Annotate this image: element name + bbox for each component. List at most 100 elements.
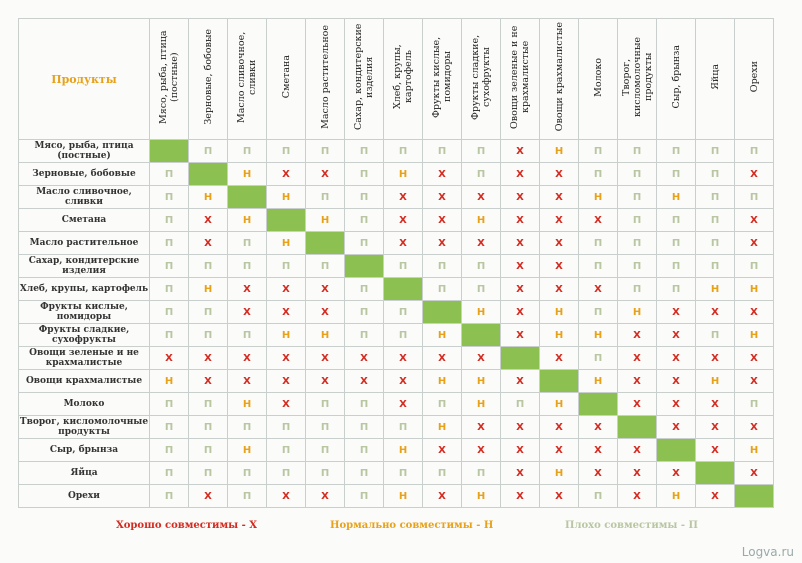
diagonal-cell <box>149 139 189 163</box>
compatibility-cell: X <box>617 346 657 370</box>
compatibility-cell: П <box>188 254 228 278</box>
table-row: Орехи П X П X X П Н X Н X X П X Н X <box>18 484 774 508</box>
column-header: Овощи зеленые и не крахмалистые <box>500 18 540 140</box>
compatibility-cell: X <box>266 484 306 508</box>
compatibility-cell: X <box>383 185 423 209</box>
compatibility-cell: П <box>266 139 306 163</box>
compatibility-cell: П <box>383 461 423 485</box>
column-header: Мясо, рыба, птица (постные) <box>149 18 189 140</box>
legend-normal: Нормально совместимы - Н <box>330 520 494 531</box>
compatibility-cell: X <box>344 346 384 370</box>
compatibility-cell: X <box>188 484 228 508</box>
compatibility-cell: П <box>305 185 345 209</box>
column-header-label: Орехи <box>748 61 760 93</box>
compatibility-cell: П <box>617 208 657 232</box>
compatibility-cell: П <box>305 461 345 485</box>
compatibility-cell: X <box>617 323 657 347</box>
column-header-label: Сметана <box>280 55 292 99</box>
compatibility-cell: X <box>422 438 462 462</box>
compatibility-cell: X <box>734 369 774 393</box>
compatibility-cell: X <box>188 369 228 393</box>
row-header: Сахар, кондитерские изделия <box>18 254 150 278</box>
column-header: Фрукты кислые, помидоры <box>422 18 462 140</box>
column-header: Сметана <box>266 18 306 140</box>
compatibility-cell: П <box>149 438 189 462</box>
compatibility-cell: X <box>734 415 774 439</box>
compatibility-cell: П <box>734 139 774 163</box>
compatibility-cell: X <box>617 484 657 508</box>
compatibility-cell: П <box>578 346 618 370</box>
compatibility-cell: X <box>539 277 579 301</box>
compatibility-cell: Н <box>617 300 657 324</box>
compatibility-cell: X <box>383 346 423 370</box>
column-header-label: Масло растительное <box>319 25 331 129</box>
compatibility-cell: П <box>188 415 228 439</box>
row-header: Овощи зеленые и не крахмалистые <box>18 346 150 370</box>
compatibility-cell: X <box>617 461 657 485</box>
row-header: Масло сливочное, сливки <box>18 185 150 209</box>
column-header-label: Молоко <box>592 57 604 97</box>
compatibility-cell: X <box>461 346 501 370</box>
compatibility-cell: П <box>617 139 657 163</box>
diagonal-cell <box>305 231 345 255</box>
compatibility-cell: X <box>383 231 423 255</box>
compatibility-cell: X <box>500 300 540 324</box>
compatibility-cell: Н <box>461 208 501 232</box>
compatibility-cell: П <box>461 461 501 485</box>
compatibility-cell: X <box>500 323 540 347</box>
compatibility-cell: Н <box>188 277 228 301</box>
compatibility-cell: X <box>227 369 267 393</box>
compatibility-cell: X <box>656 392 696 416</box>
compatibility-cell: П <box>695 323 735 347</box>
compatibility-cell: П <box>149 231 189 255</box>
compatibility-cell: П <box>344 300 384 324</box>
compatibility-cell: Н <box>383 484 423 508</box>
compatibility-cell: П <box>188 438 228 462</box>
compatibility-cell: П <box>422 254 462 278</box>
compatibility-cell: X <box>305 346 345 370</box>
compatibility-cell: X <box>422 346 462 370</box>
table-row: Овощи крахмалистые Н X X X X X X Н Н X Н X X Н X <box>18 369 774 393</box>
compatibility-cell: П <box>149 415 189 439</box>
column-header: Масло растительное <box>305 18 345 140</box>
compatibility-table: Продукты Мясо, рыба, птица (постные) Зерн… <box>18 18 774 508</box>
compatibility-cell: П <box>344 438 384 462</box>
column-header: Зерновые, бобовые <box>188 18 228 140</box>
compatibility-cell: X <box>461 231 501 255</box>
row-header: Хлеб, крупы, картофель <box>18 277 150 301</box>
compatibility-cell: X <box>539 346 579 370</box>
compatibility-cell: X <box>500 139 540 163</box>
column-header-label: Яйца <box>709 64 721 90</box>
column-header: Сыр, брынза <box>656 18 696 140</box>
compatibility-cell: Н <box>539 300 579 324</box>
compatibility-cell: П <box>695 254 735 278</box>
compatibility-cell: X <box>500 461 540 485</box>
compatibility-cell: Н <box>539 392 579 416</box>
table-row: Хлеб, крупы, картофель П Н X X X П П П X X X П П Н Н <box>18 277 774 301</box>
compatibility-cell: X <box>695 415 735 439</box>
compatibility-cell: П <box>695 208 735 232</box>
column-header: Масло сливочное, сливки <box>227 18 267 140</box>
compatibility-cell: П <box>344 461 384 485</box>
diagonal-cell <box>500 346 540 370</box>
compatibility-cell: Н <box>266 323 306 347</box>
legend-bad: Плохо совместимы - П <box>565 520 699 531</box>
compatibility-cell: П <box>266 438 306 462</box>
compatibility-cell: X <box>500 185 540 209</box>
column-header: Молоко <box>578 18 618 140</box>
compatibility-cell: П <box>578 484 618 508</box>
column-header: Фрукты сладкие, сухофрукты <box>461 18 501 140</box>
site-watermark: Logva.ru <box>741 545 794 559</box>
compatibility-cell: X <box>500 484 540 508</box>
diagonal-cell <box>578 392 618 416</box>
compatibility-cell: Н <box>461 484 501 508</box>
compatibility-cell: П <box>656 277 696 301</box>
compatibility-cell: X <box>266 346 306 370</box>
compatibility-cell: X <box>227 277 267 301</box>
compatibility-cell: X <box>227 300 267 324</box>
compatibility-cell: X <box>383 208 423 232</box>
compatibility-cell: П <box>149 484 189 508</box>
legend-good: Хорошо совместимы - X <box>116 520 258 531</box>
compatibility-cell: П <box>344 208 384 232</box>
compatibility-cell: П <box>149 300 189 324</box>
